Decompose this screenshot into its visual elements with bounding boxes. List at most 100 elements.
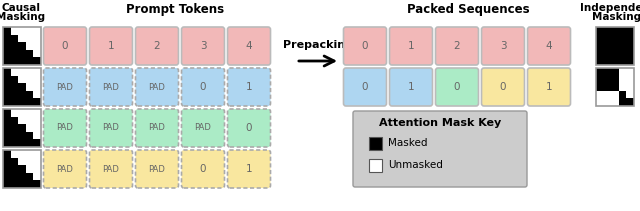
Bar (3, 132, 11, 139)
Bar (619, 98, 627, 106)
Bar (604, 27, 611, 35)
Bar (3, 150, 11, 158)
Bar (596, 42, 604, 50)
Bar (611, 27, 619, 35)
Bar (604, 91, 611, 98)
Bar (26, 57, 33, 65)
Bar (18, 76, 26, 83)
Bar (627, 35, 634, 42)
Bar (596, 27, 634, 65)
FancyBboxPatch shape (44, 68, 86, 106)
Bar (26, 109, 33, 117)
Bar (611, 91, 619, 98)
Bar (596, 27, 634, 65)
Bar (3, 109, 11, 117)
Bar (611, 42, 619, 50)
Bar (3, 50, 11, 57)
Bar (11, 83, 18, 91)
Bar (3, 27, 41, 65)
Bar (11, 150, 18, 158)
Bar (3, 83, 11, 91)
Text: PAD: PAD (56, 83, 74, 92)
Bar (26, 165, 33, 173)
Bar (604, 42, 611, 50)
Bar (18, 124, 26, 132)
Text: Unmasked: Unmasked (388, 160, 443, 170)
Bar (18, 98, 26, 106)
FancyBboxPatch shape (527, 68, 570, 106)
Bar (18, 158, 26, 165)
Text: Prepacking: Prepacking (283, 40, 353, 50)
FancyBboxPatch shape (136, 109, 179, 147)
Text: Attention Mask Key: Attention Mask Key (379, 118, 501, 128)
Bar (596, 35, 604, 42)
Bar (26, 76, 33, 83)
Bar (33, 150, 41, 158)
Bar (33, 173, 41, 180)
Bar (3, 180, 11, 188)
Bar (604, 98, 611, 106)
Bar (33, 165, 41, 173)
Bar (11, 165, 18, 173)
Bar (18, 180, 26, 188)
Bar (11, 42, 18, 50)
Text: PAD: PAD (102, 165, 120, 173)
FancyBboxPatch shape (182, 150, 225, 188)
Bar (619, 42, 627, 50)
Bar (18, 35, 26, 42)
Bar (3, 109, 41, 147)
Bar (3, 76, 11, 83)
Bar (619, 35, 627, 42)
Bar (26, 117, 33, 124)
Bar (604, 57, 611, 65)
Bar (33, 117, 41, 124)
Bar (18, 109, 26, 117)
Bar (596, 68, 634, 106)
Bar (18, 173, 26, 180)
Text: 2: 2 (454, 41, 460, 51)
Bar (596, 27, 604, 35)
Bar (3, 35, 11, 42)
Bar (627, 76, 634, 83)
Bar (627, 42, 634, 50)
Text: Masked: Masked (388, 138, 428, 148)
Bar (619, 27, 627, 35)
Text: 0: 0 (500, 82, 506, 92)
Bar (3, 165, 11, 173)
Bar (33, 83, 41, 91)
Bar (3, 158, 11, 165)
Bar (627, 83, 634, 91)
Bar (26, 158, 33, 165)
Text: PAD: PAD (102, 83, 120, 92)
Text: Packed Sequences: Packed Sequences (406, 3, 529, 16)
Text: 0: 0 (362, 82, 368, 92)
Bar (3, 117, 11, 124)
FancyBboxPatch shape (182, 109, 225, 147)
FancyBboxPatch shape (136, 68, 179, 106)
Bar (3, 68, 41, 106)
Text: 1: 1 (546, 82, 552, 92)
Bar (33, 132, 41, 139)
Bar (611, 35, 619, 42)
FancyBboxPatch shape (182, 68, 225, 106)
Text: 1: 1 (408, 82, 414, 92)
FancyBboxPatch shape (227, 68, 271, 106)
Bar (18, 91, 26, 98)
Bar (33, 109, 41, 117)
Bar (619, 83, 627, 91)
Bar (26, 50, 33, 57)
Bar (611, 98, 619, 106)
Bar (11, 91, 18, 98)
Bar (11, 158, 18, 165)
Bar (26, 173, 33, 180)
Bar (33, 76, 41, 83)
Bar (611, 76, 619, 83)
Text: PAD: PAD (56, 165, 74, 173)
Bar (627, 91, 634, 98)
Bar (18, 132, 26, 139)
Bar (3, 27, 41, 65)
Text: PAD: PAD (195, 123, 211, 133)
Bar (26, 27, 33, 35)
Bar (3, 124, 11, 132)
Text: 4: 4 (546, 41, 552, 51)
